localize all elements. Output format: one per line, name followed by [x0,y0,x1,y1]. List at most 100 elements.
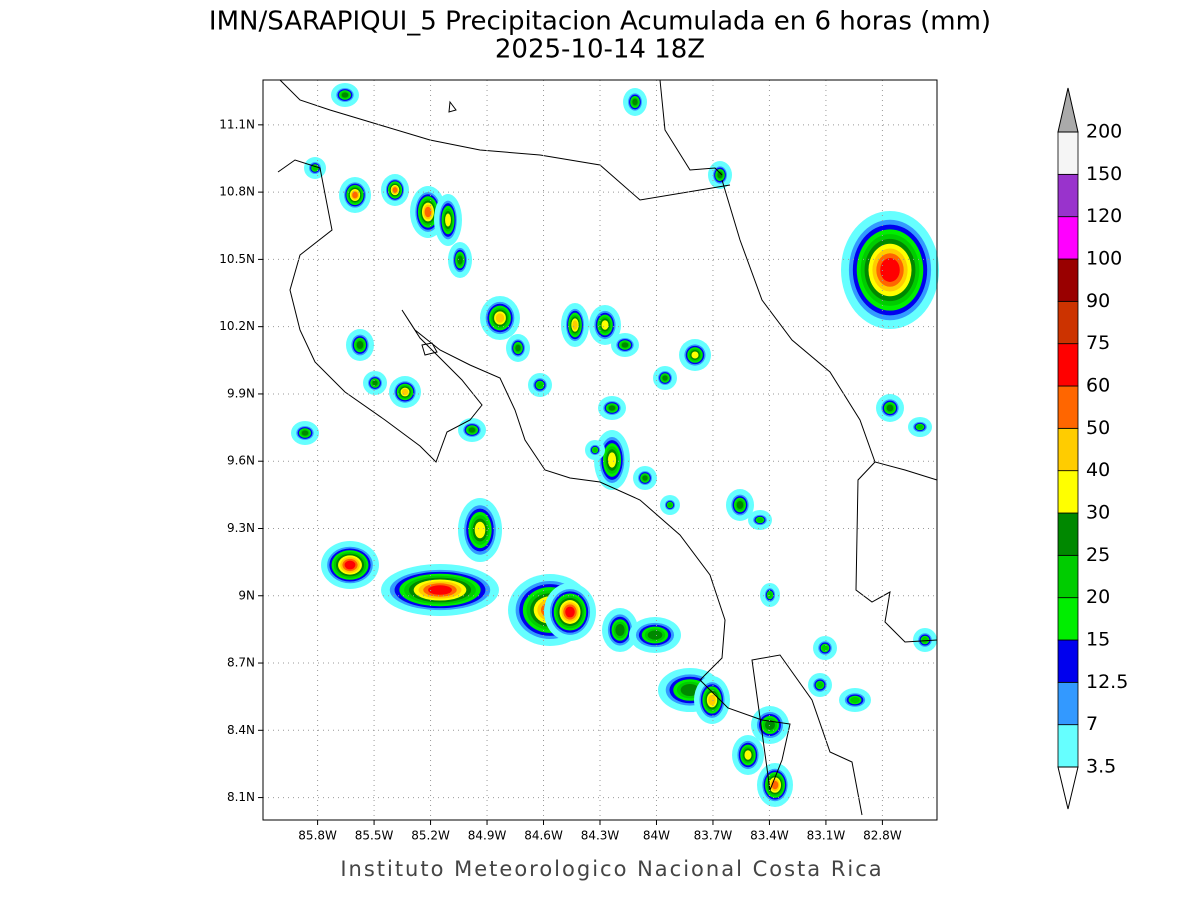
colorbar-segment [1057,385,1079,429]
rain-cell [392,187,398,193]
colorbar-label: 50 [1086,417,1110,439]
y-tick-label: 10.5N [219,252,255,266]
rain-cell [301,430,309,436]
rain-cell [608,405,616,411]
rain-cell [615,624,625,636]
x-tick-label: 85.8W [298,829,337,843]
coast [721,179,938,481]
colorbar-over [1057,87,1079,133]
x-tick-label: 84.3W [581,829,620,843]
footer: Instituto Meteorologico Nacional Costa R… [340,857,883,881]
rain-cell [495,313,505,323]
colorbar-segment [1057,554,1079,599]
rain-cell [445,213,451,227]
x-tick-label: 83.7W [694,829,733,843]
rain-cell [424,206,432,218]
x-tick-label: 83.1W [807,829,846,843]
colorbar-segment [1057,512,1079,556]
colorbar-label: 200 [1086,121,1122,143]
coast [448,100,457,113]
rain-cell [474,521,486,539]
colorbar-label: 40 [1086,459,1110,481]
rain-cell [921,636,929,644]
colorbar-label: 75 [1086,332,1110,354]
rain-cell [821,644,829,652]
colorbar-segment [1057,258,1079,302]
rain-cell [592,447,598,453]
x-tick-label: 84.6W [524,829,563,843]
colorbar-segment [1057,300,1079,345]
y-tick-label: 11.1N [219,117,255,131]
x-tick-label: 85.5W [355,829,394,843]
rain-cell [886,404,894,412]
colorbar-label: 3.5 [1086,756,1116,778]
rain-cell [621,342,629,348]
colorbar-segment [1057,470,1079,514]
rain-cell [565,606,575,618]
rain-cell [341,92,349,98]
rain-cell [691,351,699,359]
rain-cell [457,255,463,265]
colorbar-segment [1057,724,1079,768]
colorbar-segment [1057,216,1079,260]
rain-cell [680,684,700,696]
rain-cell [372,380,378,386]
rain-cell [601,320,609,330]
colorbar-segment [1057,343,1079,387]
colorbar-segment [1057,597,1079,641]
rain-cell [736,501,744,509]
colorbar-segment [1057,173,1079,218]
grid [263,80,937,820]
rain-cell [632,98,638,106]
colorbar-label: 60 [1086,375,1110,397]
title: IMN/SARAPIQUI_5 Precipitacion Acumulada … [209,7,991,37]
coastlines [277,79,938,816]
coast [277,159,863,816]
colorbar-label: 20 [1086,586,1110,608]
rain-cell [880,258,900,282]
y-tick-label: 9.6N [227,454,255,468]
rain-cell [662,375,668,381]
rain-cell [352,191,358,199]
colorbar-segment [1057,131,1079,175]
colorbar-label: 30 [1086,502,1110,524]
rain-cell [816,681,824,689]
rain-cell [642,475,648,481]
colorbar-label: 7 [1086,713,1098,735]
y-tick-label: 10.2N [219,319,255,333]
rain-cell [744,750,752,760]
colorbar-label: 12.5 [1086,671,1128,693]
y-tick-label: 9.3N [227,521,255,535]
rain-cell [767,591,773,599]
colorbar-label: 90 [1086,290,1110,312]
rain-cell [401,388,409,396]
coast [421,342,438,356]
colorbar-label: 150 [1086,163,1122,185]
y-tick-label: 9.9N [227,386,255,400]
colorbar-label: 100 [1086,248,1122,270]
colorbar-label: 25 [1086,544,1110,566]
x-tick-label: 82.8W [863,829,902,843]
x-tick-label: 84W [643,829,670,843]
coast [279,79,731,201]
coast [659,79,723,176]
rain-cell [428,585,452,595]
x-tick-label: 85.2W [411,829,450,843]
rain-cell [765,720,775,730]
border [855,461,938,643]
rain-cell [572,320,578,330]
colorbar-segment [1057,639,1079,683]
colorbar-segment [1057,427,1079,472]
rain-cell [515,344,521,352]
precipitation [291,83,939,807]
rain-cell [916,424,924,430]
rain-cell [344,560,356,570]
rain-cell [850,696,860,704]
rain-cell [756,517,764,523]
rain-cell [647,630,663,640]
rain-cell [536,381,544,389]
y-tick-label: 9N [238,588,255,602]
rain-cell [607,452,617,468]
rain-cell [356,341,364,349]
